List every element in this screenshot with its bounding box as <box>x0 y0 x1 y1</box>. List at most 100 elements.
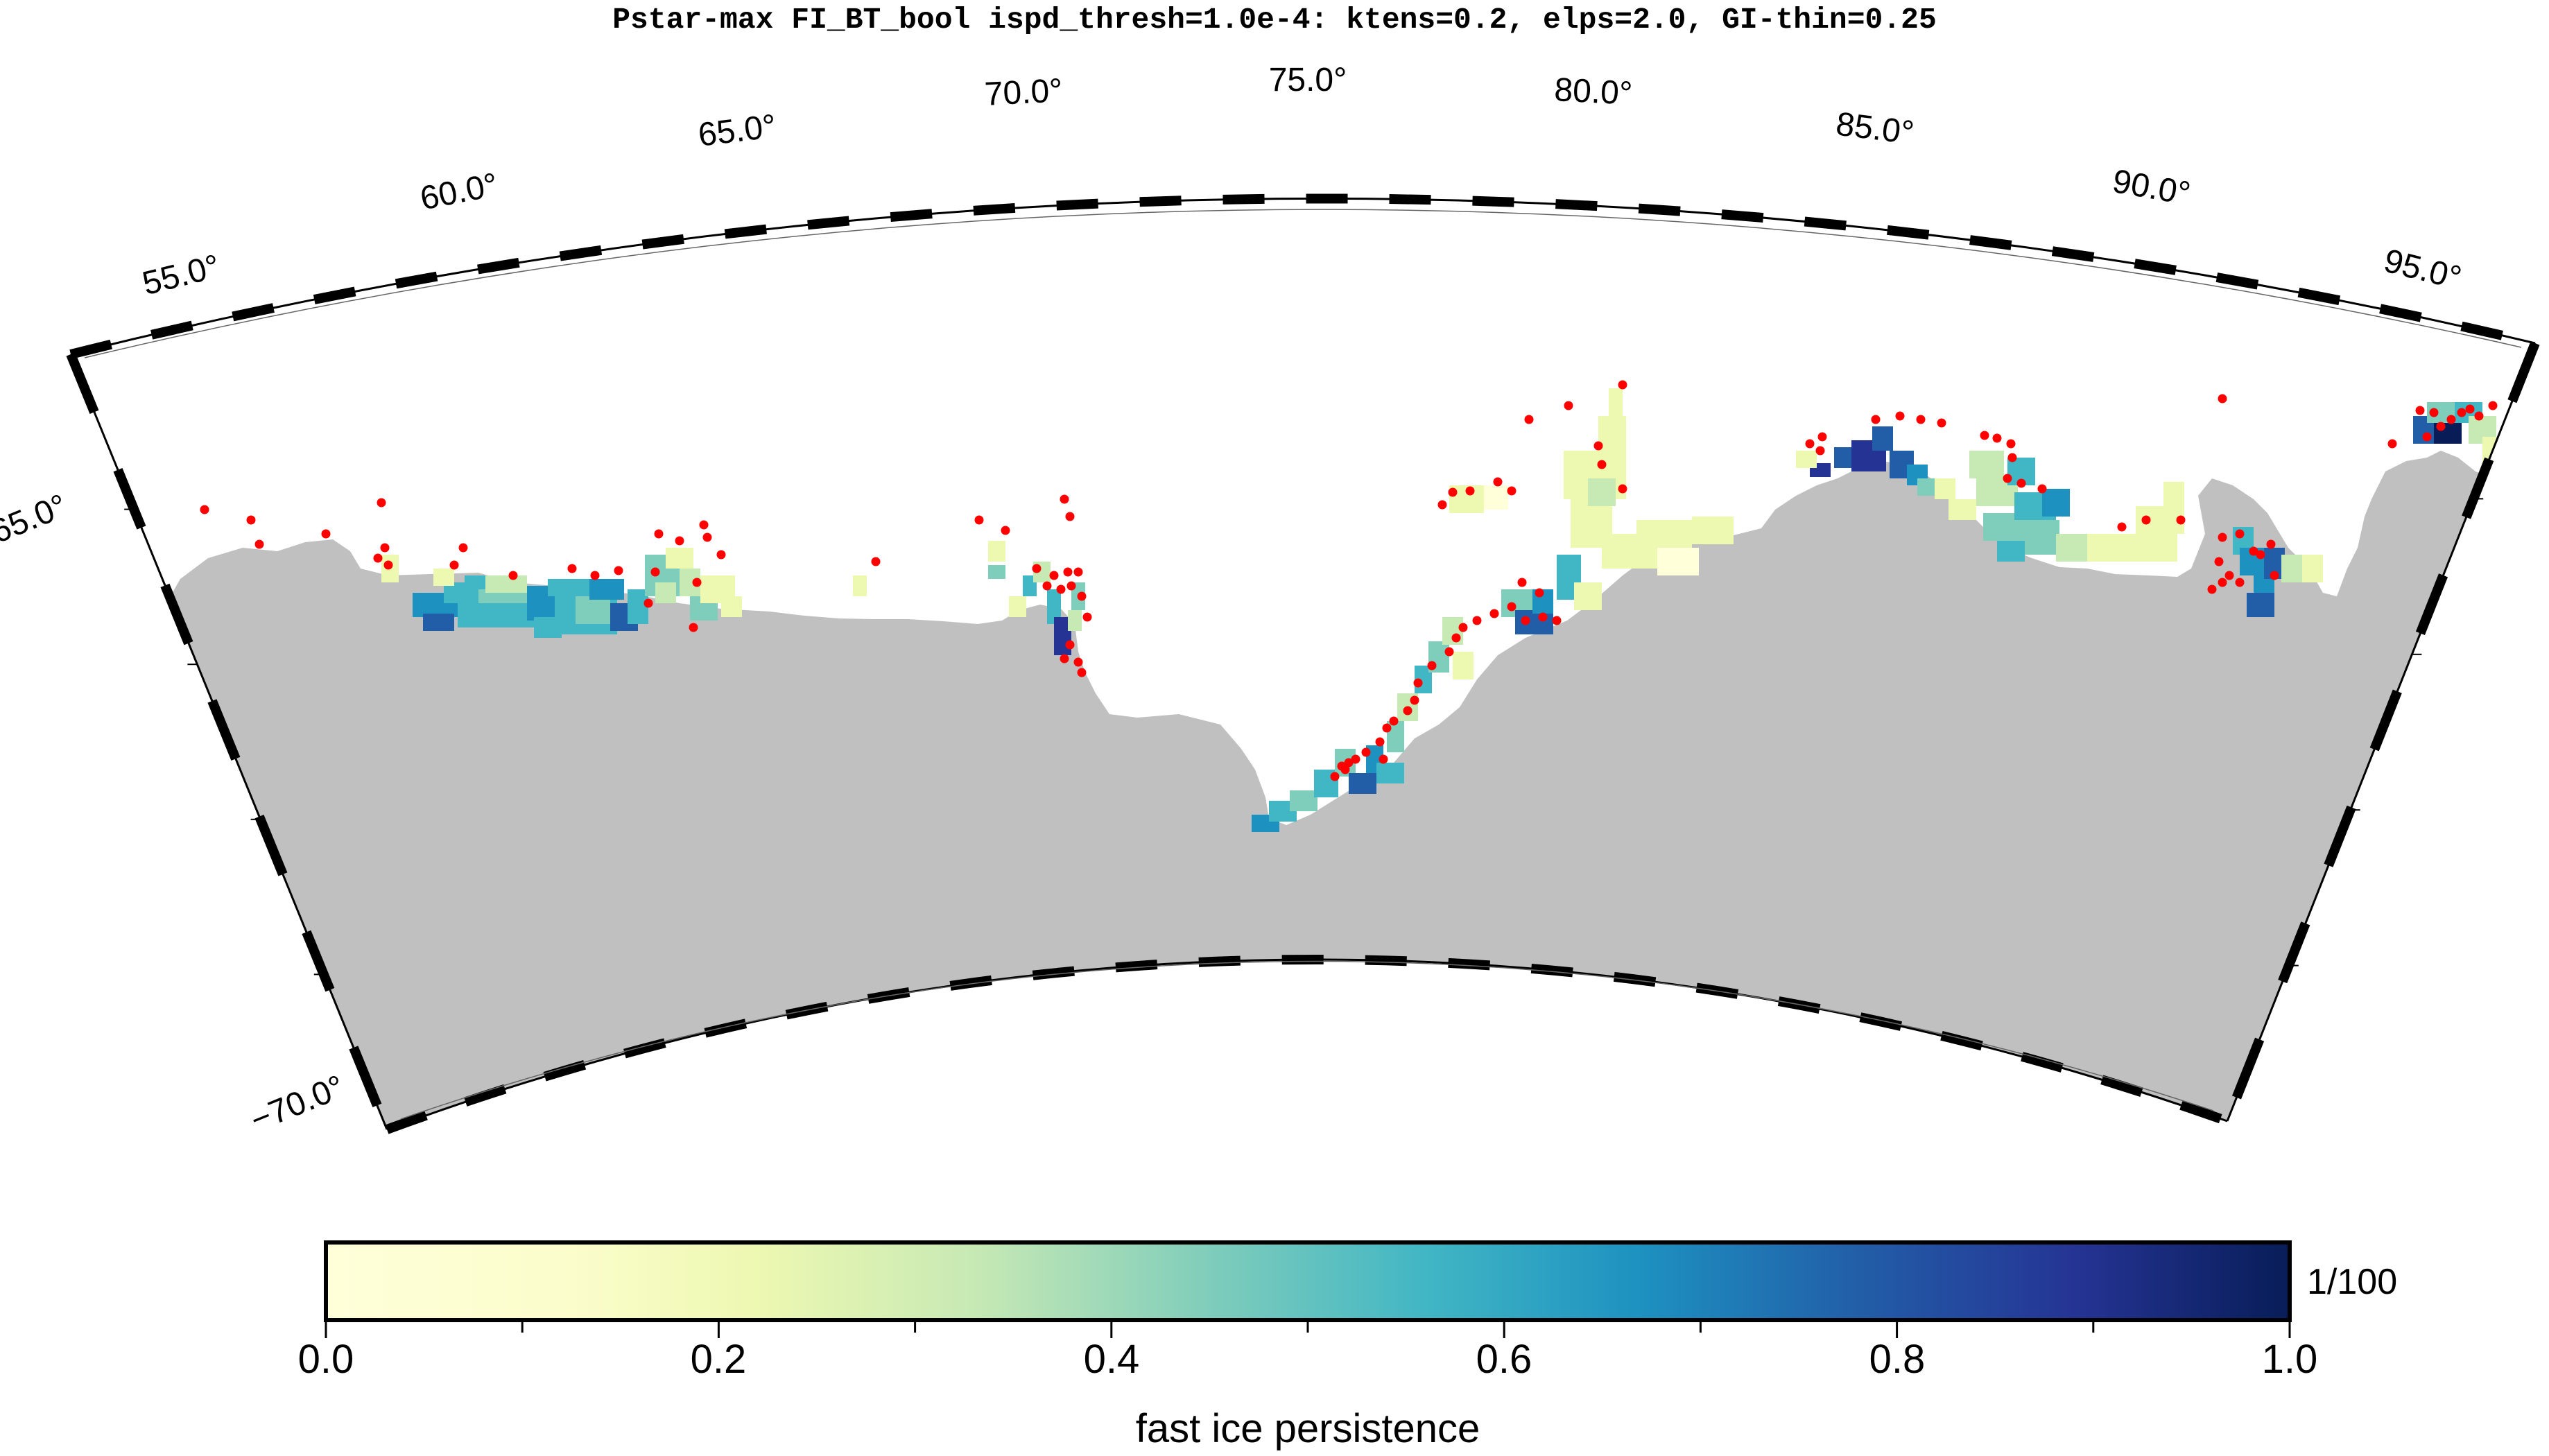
grounded-iceberg-marker <box>2429 408 2439 417</box>
grounded-iceberg-marker <box>1427 661 1437 670</box>
grounded-iceberg-marker <box>643 598 653 608</box>
grounded-iceberg-marker <box>1437 500 1447 510</box>
grounded-iceberg-marker <box>1065 512 1075 521</box>
grounded-iceberg-marker <box>1056 584 1066 594</box>
grounded-iceberg-marker <box>1507 602 1517 612</box>
lon-label-55: 55.0° <box>139 248 223 303</box>
grounded-iceberg-marker <box>699 520 709 530</box>
grounded-iceberg-marker <box>1521 616 1530 625</box>
grounded-iceberg-marker <box>508 571 518 580</box>
grounded-iceberg-marker <box>590 571 600 580</box>
grounded-iceberg-marker <box>2422 432 2432 442</box>
grounded-iceberg-marker <box>1493 477 1503 487</box>
grounded-iceberg-marker <box>1065 640 1075 650</box>
grounded-iceberg-marker <box>871 557 881 566</box>
lon-label-75: 75.0° <box>1269 62 1347 98</box>
grounded-iceberg-marker <box>1361 747 1371 757</box>
colorbar-gradient <box>326 1242 2290 1320</box>
grounded-iceberg-marker <box>2415 406 2425 415</box>
colorbar-tick-label-4: 0.8 <box>1869 1337 1926 1382</box>
grounded-iceberg-marker <box>458 543 468 553</box>
land-antarctica <box>71 451 2535 1130</box>
grounded-iceberg-marker <box>1073 657 1083 667</box>
grounded-iceberg-marker <box>1524 415 1534 424</box>
grounded-iceberg-marker <box>1063 567 1073 577</box>
grounded-iceberg-marker <box>2235 529 2245 539</box>
grounded-iceberg-marker <box>1389 716 1399 726</box>
grounded-iceberg-marker <box>1618 380 1627 390</box>
lon-label-65: 65.0° <box>696 107 778 153</box>
grounded-iceberg-marker <box>2457 408 2466 417</box>
map-frame <box>66 193 2540 1134</box>
grounded-iceberg-marker <box>2488 401 2498 410</box>
grounded-iceberg-marker <box>1895 411 1905 421</box>
map-area <box>71 198 2535 1130</box>
grounded-iceberg-marker <box>1597 460 1607 469</box>
grounded-iceberg-marker <box>1049 571 1059 580</box>
colorbar-unit: 1/100 <box>2307 1262 2397 1302</box>
grounded-iceberg-marker <box>200 505 209 514</box>
grounded-iceberg-marker <box>675 536 684 546</box>
grounded-iceberg-marker <box>254 539 264 549</box>
grounded-iceberg-marker <box>2218 578 2227 587</box>
grounded-iceberg-marker <box>1001 526 1010 535</box>
grounded-iceberg-marker <box>246 515 256 525</box>
grounded-iceberg-marker <box>1817 432 1827 442</box>
colorbar-tick-label-1: 0.2 <box>691 1337 747 1382</box>
grounded-iceberg-marker <box>1060 494 1069 504</box>
grounded-iceberg-marker <box>1344 758 1354 768</box>
grounded-iceberg-marker <box>383 560 393 570</box>
grounded-iceberg-marker <box>1340 765 1350 774</box>
grounded-iceberg-marker <box>1871 415 1881 424</box>
lon-label-60: 60.0° <box>417 166 501 218</box>
grounded-iceberg-marker <box>567 564 577 573</box>
grounded-iceberg-marker <box>1413 678 1423 688</box>
grounded-iceberg-marker <box>650 567 660 577</box>
grounded-iceberg-marker <box>1805 439 1815 449</box>
grounded-iceberg-marker <box>1382 723 1392 733</box>
grounded-iceberg-marker <box>1375 737 1385 747</box>
grounded-iceberg-marker <box>1077 668 1087 677</box>
grounded-iceberg-marker <box>2249 546 2258 556</box>
grounded-iceberg-marker <box>1618 484 1627 494</box>
grounded-iceberg-marker <box>2214 557 2224 566</box>
grounded-iceberg-marker <box>1448 487 1458 497</box>
grounded-iceberg-marker <box>1410 695 1419 705</box>
grounded-iceberg-marker <box>1937 418 1946 428</box>
grounded-iceberg-marker <box>1379 754 1388 764</box>
grounded-iceberg-marker <box>2387 439 2397 449</box>
grounded-iceberg-marker <box>2218 394 2227 404</box>
grounded-iceberg-marker <box>2266 539 2276 549</box>
grounded-iceberg-marker <box>974 515 984 525</box>
grounded-iceberg-marker <box>654 529 664 539</box>
grounded-iceberg-marker <box>2006 439 2016 449</box>
grounded-iceberg-marker <box>2218 532 2227 542</box>
grounded-iceberg-marker <box>2176 515 2186 525</box>
lon-label-85: 85.0° <box>1834 105 1916 151</box>
grounded-iceberg-marker <box>2007 453 2017 462</box>
grounded-iceberg-marker <box>1351 754 1360 764</box>
grounded-iceberg-marker <box>614 566 623 575</box>
grounded-iceberg-marker <box>1593 441 1603 451</box>
grounded-iceberg-marker <box>2235 578 2245 587</box>
grounded-iceberg-marker <box>1815 446 1825 456</box>
grounded-iceberg-marker <box>1535 588 1544 598</box>
grounded-iceberg-marker <box>1060 654 1069 664</box>
grounded-iceberg-marker <box>1073 567 1083 577</box>
grounded-iceberg-marker <box>2270 571 2279 580</box>
grounded-iceberg-marker <box>1458 623 1468 632</box>
grounded-iceberg-marker <box>373 553 383 563</box>
grounded-iceberg-marker <box>716 550 726 560</box>
grounded-iceberg-marker <box>1564 401 1573 410</box>
grounded-iceberg-marker <box>2474 411 2484 421</box>
grounded-iceberg-marker <box>1992 433 2002 443</box>
grounded-iceberg-marker <box>2037 484 2047 494</box>
grounded-iceberg-marker <box>1330 772 1340 781</box>
grounded-iceberg-marker <box>1444 647 1454 657</box>
lon-label-90: 90.0° <box>2110 163 2193 213</box>
grounded-iceberg-marker <box>1507 486 1517 496</box>
grounded-iceberg-marker <box>1916 415 1926 424</box>
lon-label-95: 95.0° <box>2380 243 2465 297</box>
grounded-iceberg-markers <box>200 380 2522 781</box>
grounded-iceberg-marker <box>1980 431 1989 440</box>
